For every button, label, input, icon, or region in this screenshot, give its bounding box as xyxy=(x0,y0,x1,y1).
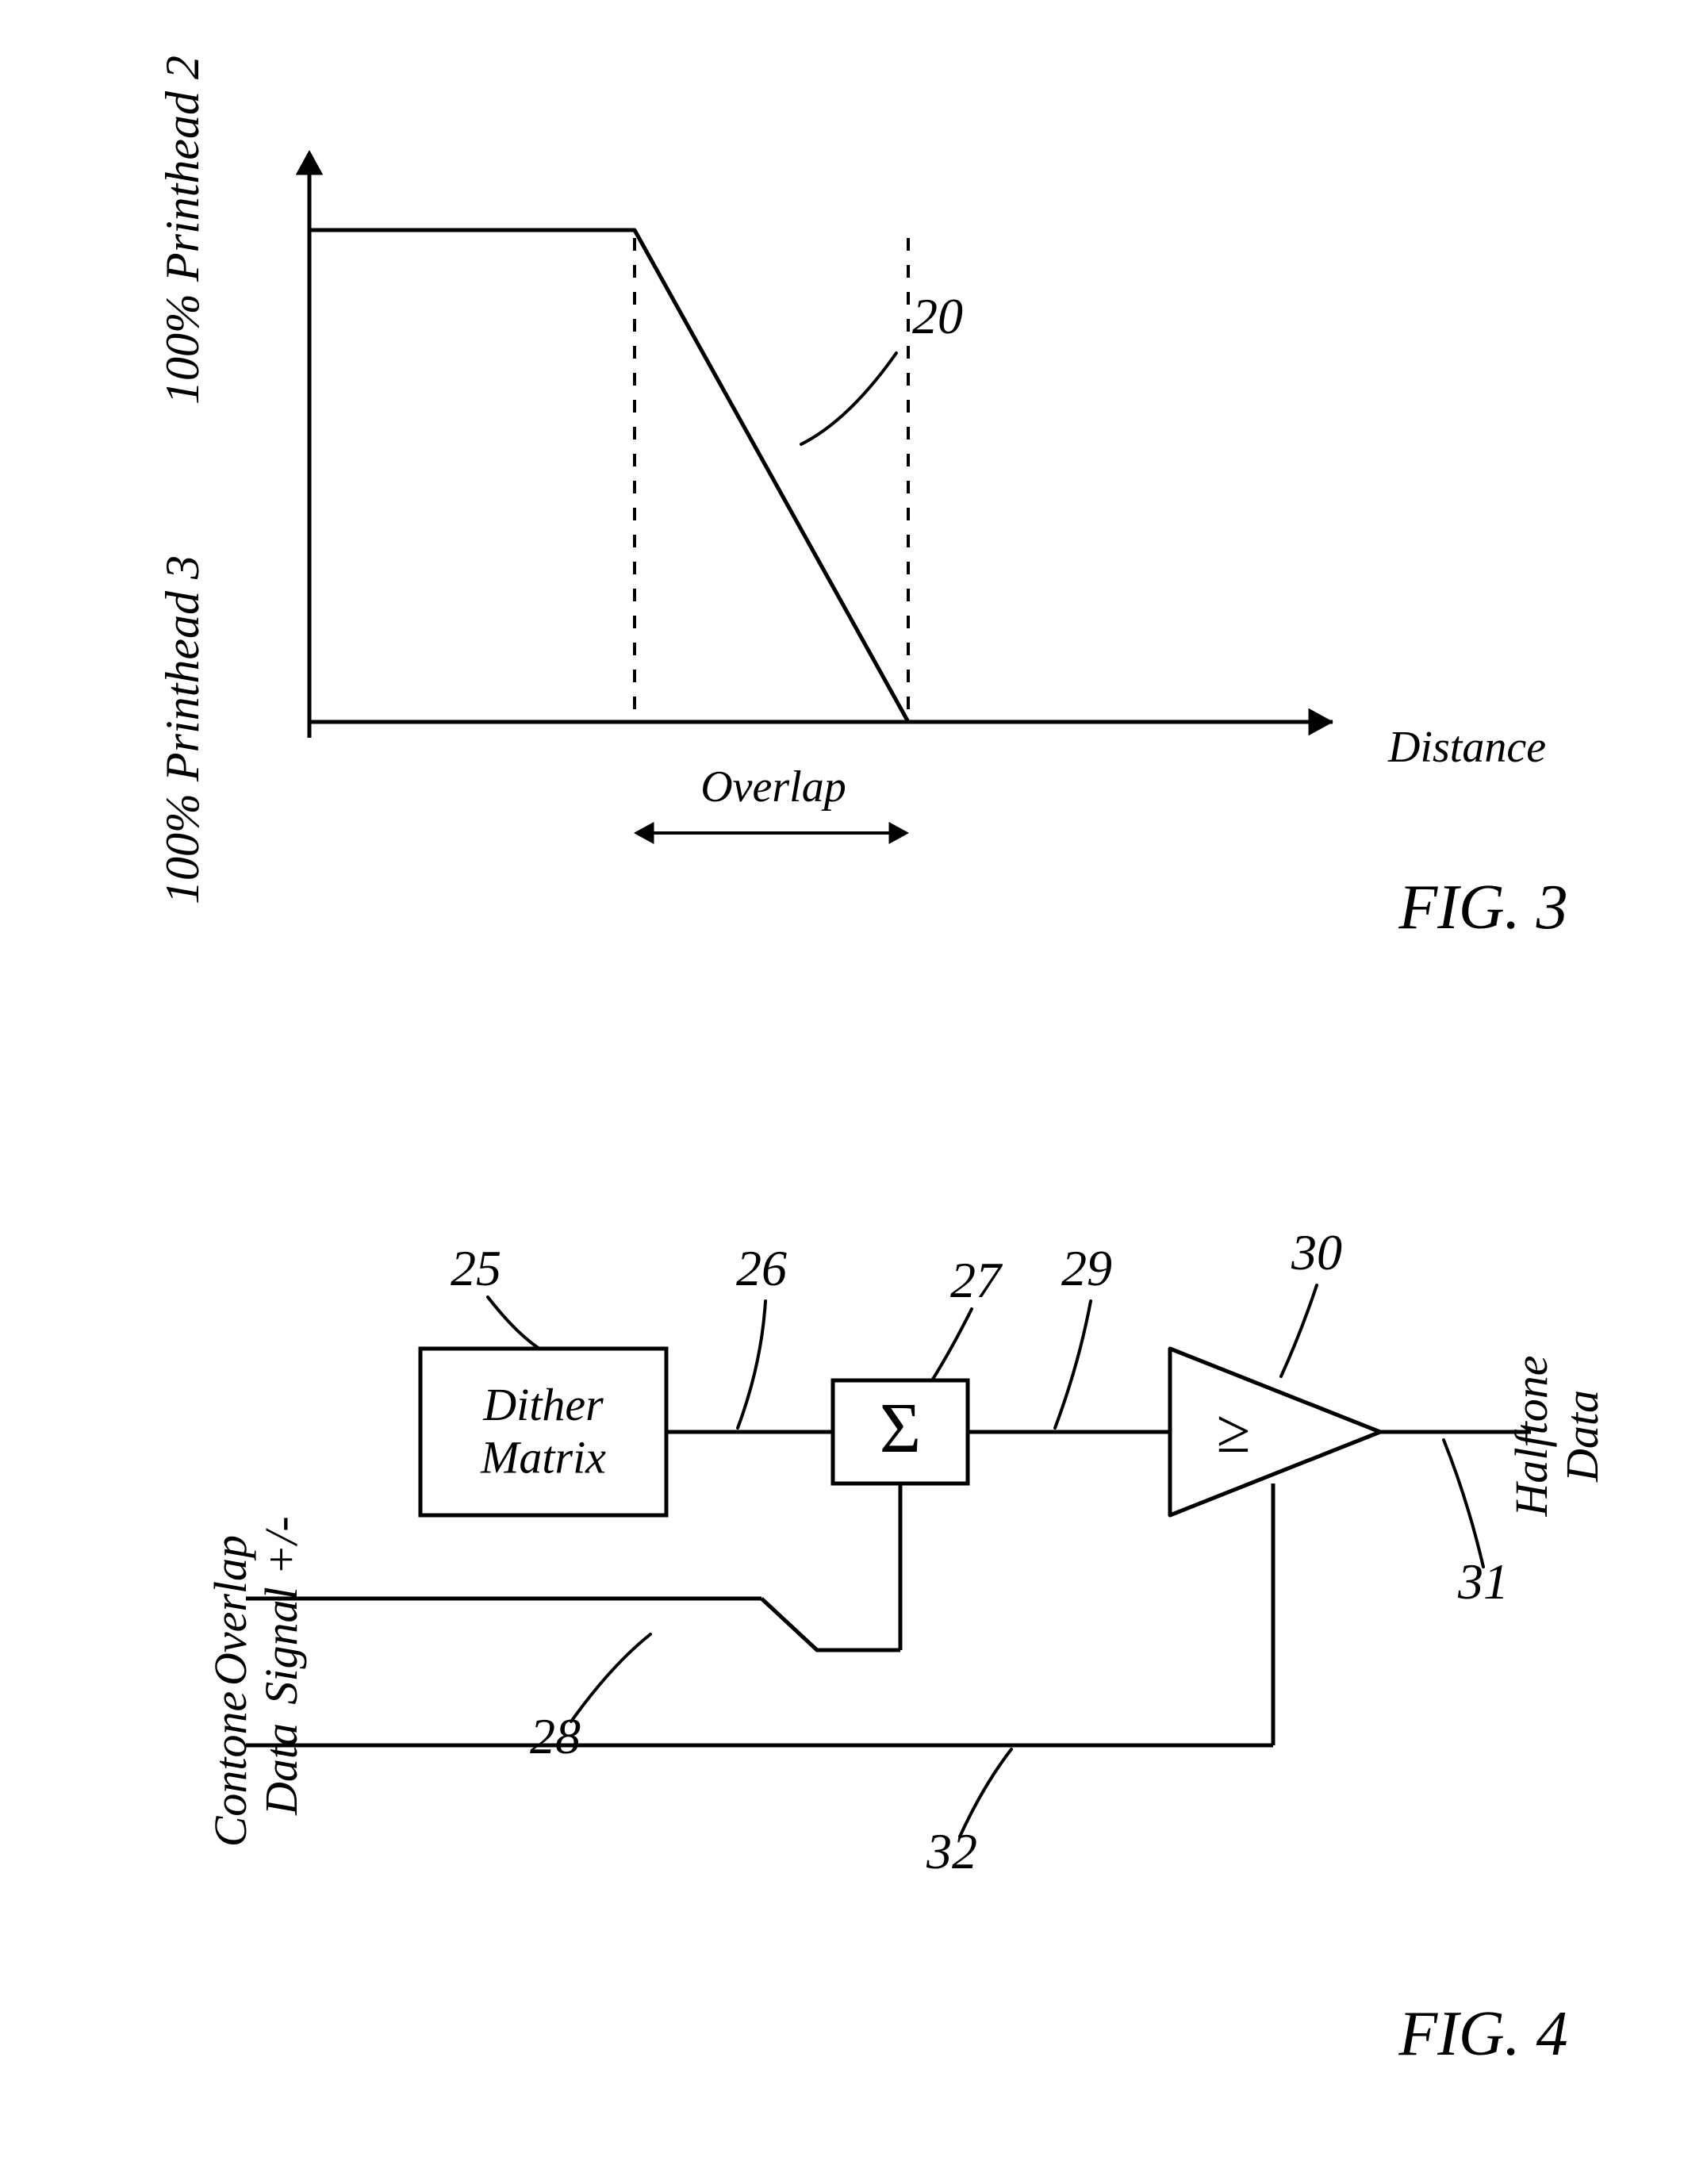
callout-29-leader xyxy=(1055,1301,1091,1428)
callout-26: 26 xyxy=(736,1240,787,1296)
comparator-symbol: ≥ xyxy=(1217,1396,1251,1465)
fig3-y-label-bottom: 100% Printhead 3 xyxy=(156,555,209,904)
callout-32-leader xyxy=(960,1749,1011,1837)
callout-30-leader xyxy=(1281,1285,1317,1376)
fig3-overlap-label: Overlap xyxy=(700,762,846,812)
callout-30: 30 xyxy=(1291,1224,1342,1280)
callout-26-leader xyxy=(738,1301,765,1428)
fig3-callout-20-leader xyxy=(801,353,896,444)
callout-27: 27 xyxy=(950,1252,1003,1308)
callout-31-leader xyxy=(1444,1440,1483,1567)
callout-28-leader xyxy=(571,1634,650,1721)
fig3-overlap-arrow-r xyxy=(889,823,908,843)
overlap-input-label: OverlapSignal +/- xyxy=(205,1516,307,1704)
fig3-overlap-arrow-l xyxy=(635,823,654,843)
svg-text:ContoneData: ContoneData xyxy=(205,1691,307,1848)
diagram-canvas: 100% Printhead 2 100% Printhead 3 Distance… xyxy=(0,0,1684,2184)
sum-sigma: Σ xyxy=(880,1389,921,1468)
fig3-curve xyxy=(309,230,1333,722)
fig3-x-label: Distance xyxy=(1387,723,1546,772)
callout-27-leader xyxy=(932,1309,972,1380)
callout-32: 32 xyxy=(926,1823,977,1879)
fig3-y-axis-arrow xyxy=(297,151,323,175)
fig3-title: FIG. 3 xyxy=(1398,873,1567,942)
svg-text:HalftoneData: HalftoneData xyxy=(1506,1356,1608,1518)
callout-25: 25 xyxy=(451,1240,501,1296)
halftone-output-label: HalftoneData xyxy=(1506,1356,1608,1518)
svg-text:100% Printhead 3: 100% Printhead 3 xyxy=(156,555,209,904)
fig3-callout-20: 20 xyxy=(912,288,963,344)
wire-overlap-slant xyxy=(761,1599,900,1650)
svg-text:OverlapSignal +/-: OverlapSignal +/- xyxy=(205,1516,307,1704)
dither-matrix-label: DitherMatrix xyxy=(480,1379,606,1484)
callout-29: 29 xyxy=(1061,1240,1112,1296)
callout-25-leader xyxy=(488,1297,539,1349)
svg-text:100% Printhead 2: 100% Printhead 2 xyxy=(156,56,209,405)
fig4-title: FIG. 4 xyxy=(1398,1999,1567,2069)
contone-input-label: ContoneData xyxy=(205,1691,307,1848)
fig3-y-label-top: 100% Printhead 2 xyxy=(156,56,209,405)
